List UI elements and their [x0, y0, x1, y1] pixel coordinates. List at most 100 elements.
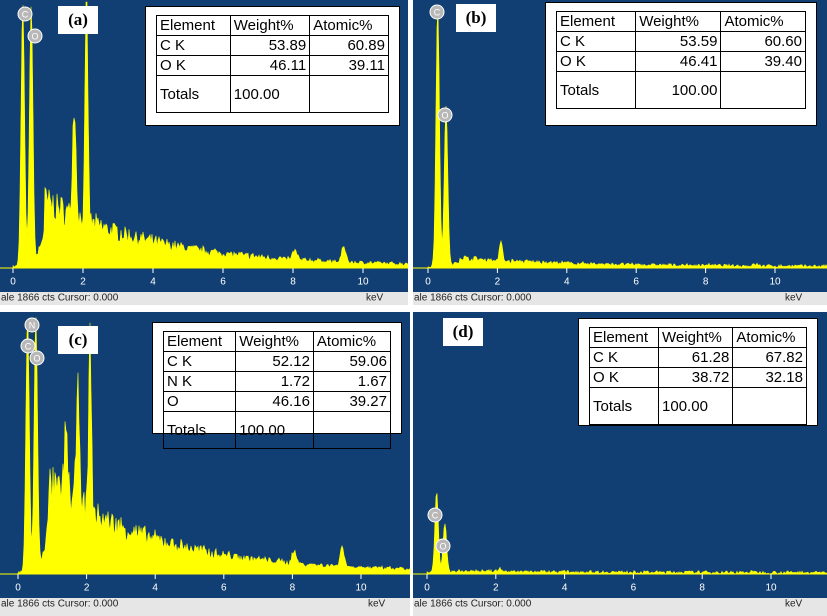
panel-label: (d) [443, 318, 483, 346]
x-tick-label: 4 [564, 277, 570, 288]
spectrum [12, 1, 409, 269]
peak-label: O [441, 110, 448, 120]
table-cell: 59.06 [312, 351, 392, 372]
table-cell: 46.16 [235, 391, 314, 412]
peak-marker [20, 338, 36, 354]
peak-label: O [33, 353, 40, 363]
status-text: ale 1866 cts Cursor: 0.000 [414, 293, 532, 304]
composition-table: Element Weight% Atomic% C K 53.89 60.89 O K 46.… [145, 6, 400, 126]
table-cell: 60.60 [720, 31, 806, 52]
x-tick-label: 6 [221, 583, 227, 594]
header-cell: Weight% [235, 331, 314, 352]
x-tick-label: 2 [495, 277, 501, 288]
table-cell: C K [156, 35, 231, 56]
x-unit: keV [785, 599, 803, 610]
table-cell: 46.41 [635, 51, 722, 72]
table-cell: O K [588, 367, 660, 388]
peak-marker [437, 107, 453, 123]
header-cell: Atomic% [732, 327, 807, 348]
x-tick-label: 10 [769, 277, 781, 288]
table-cell: 32.18 [732, 367, 807, 388]
header-cell: Element [162, 331, 237, 352]
totals-value: 100.00 [229, 75, 311, 113]
totals-label: Totals [588, 387, 660, 425]
table-cell: N K [162, 371, 237, 392]
peak-label: C [434, 7, 441, 17]
peak-label: C [22, 9, 29, 19]
peak-marker [29, 350, 45, 366]
x-tick-label: 4 [152, 583, 158, 594]
x-tick-label: 2 [493, 583, 499, 594]
x-tick-label: 4 [562, 583, 568, 594]
header-cell: Atomic% [309, 15, 389, 36]
x-tick-label: 0 [15, 583, 21, 594]
x-tick-label: 6 [220, 277, 226, 288]
totals-value: 100.00 [635, 71, 722, 109]
peak-marker [427, 507, 443, 523]
table-cell: O K [555, 51, 637, 72]
x-unit: keV [366, 293, 384, 304]
status-bar [0, 292, 408, 305]
table-cell: 60.89 [309, 35, 389, 56]
x-tick-label: 2 [80, 277, 86, 288]
peak-marker [17, 6, 33, 22]
peak-label: N [29, 320, 36, 330]
composition-table: Element Weight% Atomic% C K 53.59 60.60 O K 46.… [545, 2, 817, 126]
header-cell: Atomic% [720, 11, 806, 32]
status-bar [0, 598, 410, 616]
table-cell: 67.82 [732, 347, 807, 368]
spectrum [426, 493, 827, 575]
table-cell: 52.12 [235, 351, 314, 372]
x-tick-label: 0 [425, 277, 431, 288]
x-tick-label: 4 [150, 277, 156, 288]
table-cell: 1.67 [312, 371, 392, 392]
status-text: ale 1866 cts Cursor: 0.000 [1, 599, 119, 610]
x-tick-label: 10 [765, 583, 777, 594]
spectrum [427, 8, 827, 269]
panel-label: (a) [58, 6, 98, 34]
empty-cell [732, 387, 807, 425]
table-cell: 39.27 [312, 391, 392, 412]
x-tick-label: 6 [633, 277, 639, 288]
peak-label: C [25, 341, 32, 351]
x-unit: keV [785, 293, 803, 304]
table-cell: 53.59 [635, 31, 722, 52]
table-cell: O [162, 391, 237, 412]
status-text: ale 1866 cts Cursor: 0.000 [1, 293, 119, 304]
totals-value: 100.00 [658, 387, 734, 425]
empty-cell [309, 75, 389, 113]
table-cell: 46.11 [229, 55, 311, 76]
x-unit: keV [368, 599, 386, 610]
peak-marker [27, 28, 43, 44]
peak-marker [435, 538, 451, 554]
totals-label: Totals [555, 71, 637, 109]
table-cell: C K [162, 351, 237, 372]
x-tick-label: 8 [703, 277, 709, 288]
composition-table: Element Weight% Atomic% C K 61.28 67.82 O K 38.… [578, 318, 818, 426]
table-cell: C K [588, 347, 660, 368]
status-text: ale 1866 cts Cursor: 0.000 [414, 599, 532, 610]
panel-label: (c) [58, 326, 98, 354]
table-cell: 39.11 [309, 55, 389, 76]
table-cell: 39.40 [720, 51, 806, 72]
x-tick-label: 6 [631, 583, 637, 594]
header-cell: Weight% [229, 15, 311, 36]
header-cell: Weight% [658, 327, 734, 348]
table-cell: C K [555, 31, 637, 52]
panel-label: (b) [456, 4, 496, 32]
totals-value: 100.00 [235, 411, 314, 449]
composition-table: Element Weight% Atomic% C K 52.12 59.06 N K 1.7… [152, 322, 402, 449]
peak-marker [24, 317, 40, 333]
totals-label: Totals [162, 411, 237, 449]
header-cell: Element [588, 327, 660, 348]
spectrum [17, 317, 411, 575]
status-bar [413, 598, 827, 616]
totals-label: Totals [156, 75, 231, 113]
header-cell: Element [555, 11, 637, 32]
header-cell: Element [156, 15, 231, 36]
header-cell: Weight% [635, 11, 722, 32]
table-cell: 53.89 [229, 35, 311, 56]
peak-label: O [31, 31, 38, 41]
peak-label: O [439, 541, 446, 551]
